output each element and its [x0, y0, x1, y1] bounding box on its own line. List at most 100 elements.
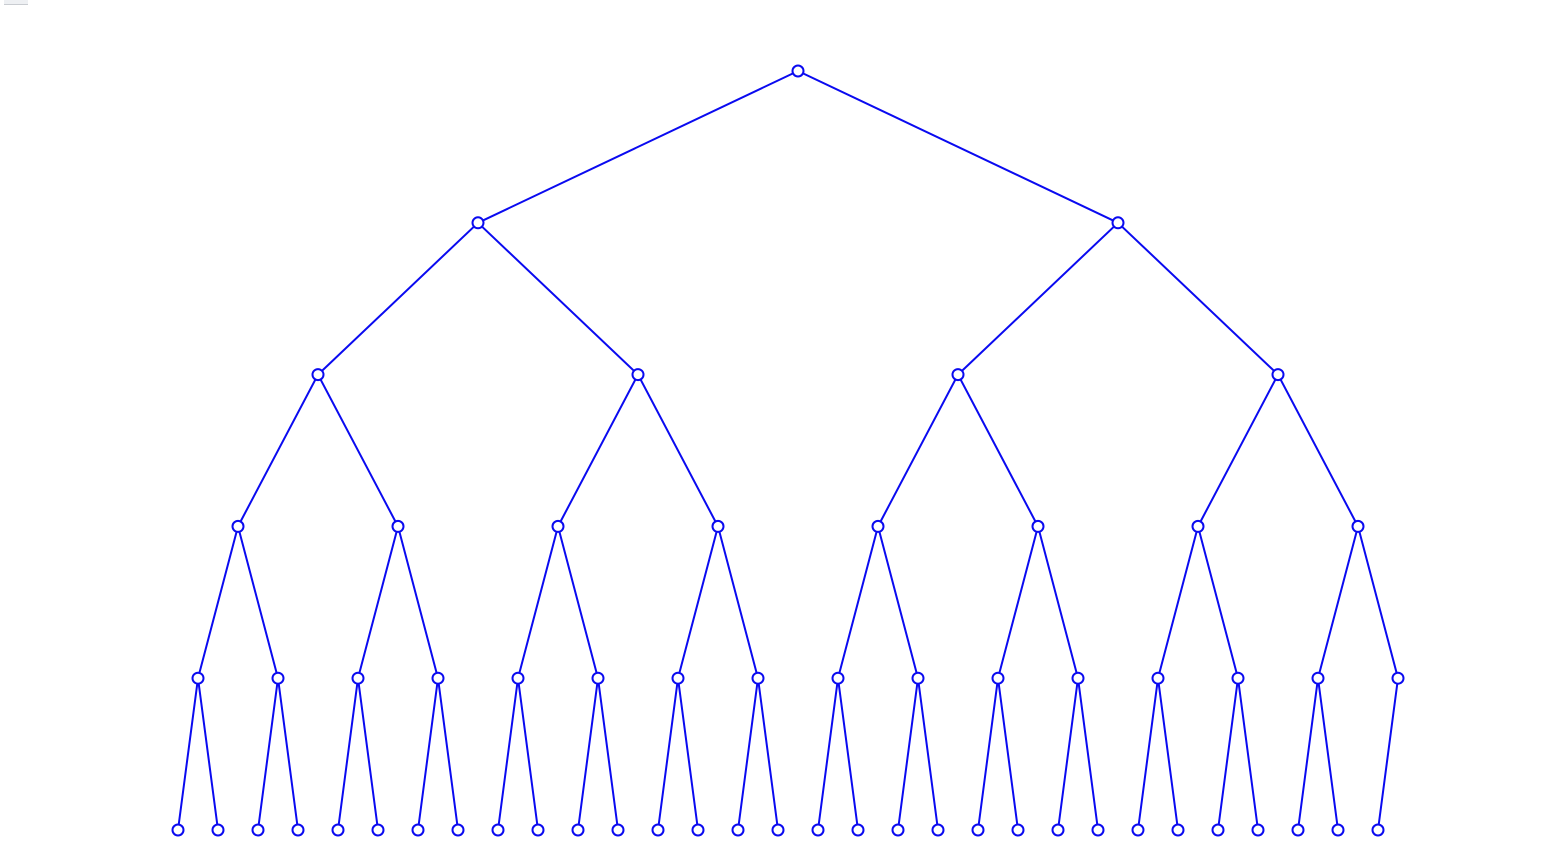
tree-edge — [897, 677, 919, 831]
tree-edge — [337, 677, 359, 831]
tree-node — [991, 671, 1005, 685]
tree-node — [911, 671, 925, 685]
tree-edge — [1077, 677, 1099, 831]
tree-node — [851, 823, 865, 837]
tree-node — [251, 823, 265, 837]
tree-root-node — [791, 64, 805, 78]
tree-node — [1271, 368, 1285, 382]
tree-edge — [317, 221, 479, 376]
tree-node — [1071, 671, 1085, 685]
tree-node — [1091, 823, 1105, 837]
tree-node — [771, 823, 785, 837]
tree-node — [471, 216, 485, 230]
tree-node — [351, 671, 365, 685]
tree-edge — [557, 525, 599, 680]
tree-node — [811, 823, 825, 837]
tree-node — [1291, 823, 1305, 837]
tree-node — [491, 823, 505, 837]
tree-node — [311, 368, 325, 382]
tree-node — [931, 823, 945, 837]
tree-node — [1131, 823, 1145, 837]
tree-edge — [237, 373, 319, 528]
tree-edge — [1277, 373, 1359, 528]
tree-node — [1211, 823, 1225, 837]
tree-edge — [1137, 677, 1159, 831]
tree-node — [1391, 671, 1405, 685]
tree-node — [1191, 519, 1205, 533]
tree-node — [171, 823, 185, 837]
tree-edge — [357, 677, 379, 831]
tree-node — [1111, 216, 1125, 230]
tree-node — [371, 823, 385, 837]
tree-node — [1231, 671, 1245, 685]
tree-edge — [737, 677, 759, 831]
tree-edge — [477, 70, 799, 224]
tree-node — [751, 671, 765, 685]
tree-node — [1051, 823, 1065, 837]
tree-node — [411, 823, 425, 837]
tree-node — [231, 519, 245, 533]
tree-edge — [277, 677, 299, 831]
tree-edge — [197, 525, 239, 680]
tree-edge — [237, 525, 279, 680]
tree-node — [571, 823, 585, 837]
tree-node — [531, 823, 545, 837]
tree-node — [1331, 823, 1345, 837]
tree-node — [591, 671, 605, 685]
tree-edge — [1217, 677, 1239, 831]
tree-edge — [177, 677, 199, 831]
tree-edge — [677, 525, 719, 680]
tree-edge — [577, 677, 599, 831]
tree-edge — [517, 677, 539, 831]
tree-node — [191, 671, 205, 685]
tree-edge — [417, 677, 439, 831]
tree-edge — [1037, 525, 1079, 680]
tree-edge — [437, 677, 459, 831]
tree-node — [391, 519, 405, 533]
tree-node — [731, 823, 745, 837]
tree-node — [1351, 519, 1365, 533]
tree-edge — [1297, 677, 1319, 831]
tree-node — [671, 671, 685, 685]
tree-node — [1171, 823, 1185, 837]
tree-edge — [997, 525, 1039, 680]
window-corner-tab — [4, 0, 28, 5]
tree-edge — [677, 677, 699, 831]
tree-edge — [1377, 677, 1399, 831]
tree-edge — [837, 677, 859, 831]
tree-node — [631, 368, 645, 382]
tree-node — [651, 823, 665, 837]
tree-edge — [877, 525, 919, 680]
tree-edge — [1157, 677, 1179, 831]
tree-edges — [177, 70, 1399, 831]
tree-nodes — [171, 64, 1405, 837]
tree-node — [831, 671, 845, 685]
tree-node — [1251, 823, 1265, 837]
tree-edge — [357, 525, 399, 680]
tree-node — [951, 368, 965, 382]
tree-node — [331, 823, 345, 837]
tree-node — [611, 823, 625, 837]
tree-edge — [717, 525, 759, 680]
tree-edge — [757, 677, 779, 831]
tree-node — [711, 519, 725, 533]
tree-edge — [1317, 525, 1359, 680]
tree-node — [1311, 671, 1325, 685]
tree-edge — [1057, 677, 1079, 831]
tree-edge — [557, 373, 639, 528]
tree-node — [1151, 671, 1165, 685]
tree-edge — [1117, 221, 1279, 376]
tree-node — [211, 823, 225, 837]
tree-edge — [957, 373, 1039, 528]
tree-node — [971, 823, 985, 837]
tree-edge — [397, 525, 439, 680]
tree-node — [451, 823, 465, 837]
tree-edge — [797, 70, 1119, 224]
tree-edge — [1157, 525, 1199, 680]
tree-node — [871, 519, 885, 533]
tree-node — [691, 823, 705, 837]
tree-node — [271, 671, 285, 685]
tree-edge — [917, 677, 939, 831]
tree-edge — [817, 677, 839, 831]
